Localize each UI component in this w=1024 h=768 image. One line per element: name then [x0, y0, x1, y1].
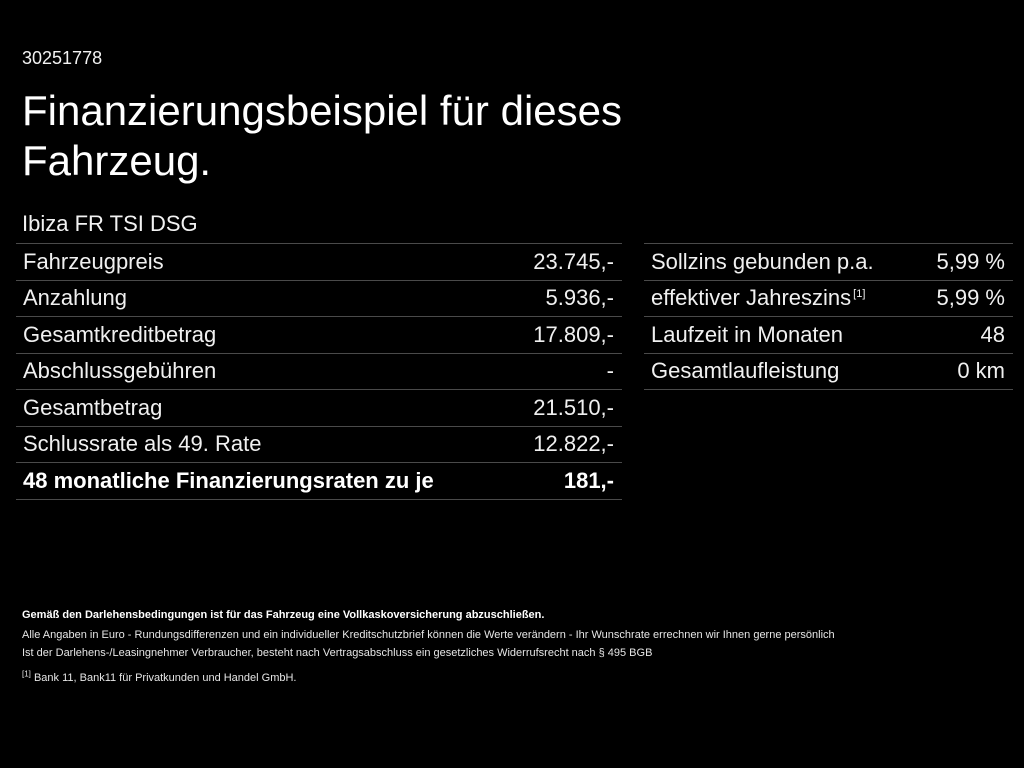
table-row-down-payment: Anzahlung 5.936,-	[16, 281, 622, 317]
row-label: Fahrzeugpreis	[23, 248, 164, 274]
row-value: 23.745,-	[533, 248, 614, 274]
row-label: Anzahlung	[23, 285, 127, 311]
table-row-total-amount: Gesamtbetrag 21.510,-	[16, 390, 622, 427]
vehicle-model: Ibiza FR TSI DSG	[22, 211, 198, 236]
row-value: -	[606, 358, 614, 384]
interest-table: Sollzins gebunden p.a. 5,99 % effektiver…	[644, 243, 1013, 390]
table-row-total-mileage: Gesamtlaufleistung 0 km	[644, 354, 1013, 390]
footnote-marker: [1]	[853, 287, 866, 300]
row-value: 17.809,-	[533, 321, 614, 347]
row-label: Gesamtkreditbetrag	[23, 321, 217, 347]
row-value: 48	[980, 321, 1005, 347]
table-row-credit-amount: Gesamtkreditbetrag 17.809,-	[16, 317, 622, 354]
row-label: Abschlussgebühren	[23, 358, 217, 384]
offer-id: 30251778	[22, 48, 103, 68]
row-value: 181,-	[563, 467, 614, 493]
row-value: 5,99 %	[936, 248, 1006, 274]
row-label: Gesamtbetrag	[23, 394, 163, 420]
withdrawal-right-line: Ist der Darlehens-/Leasingnehmer Verbrau…	[22, 647, 653, 659]
table-row-effective-rate: effektiver Jahreszins [1] 5,99 %	[644, 281, 1013, 317]
row-label-wrapper: effektiver Jahreszins [1]	[651, 285, 865, 311]
footnote: [1] Bank 11, Bank11 für Privatkunden und…	[22, 669, 1002, 687]
table-row-closing-fees: Abschlussgebühren -	[16, 354, 622, 390]
table-row-monthly-installment: 48 monatliche Finanzierungsraten zu je 1…	[16, 463, 622, 500]
row-value: 5,99 %	[936, 285, 1006, 311]
row-value: 12.822,-	[533, 431, 614, 457]
row-value: 0 km	[957, 358, 1005, 384]
footnote-text: Bank 11, Bank11 für Privatkunden und Han…	[33, 672, 297, 684]
table-row-vehicle-price: Fahrzeugpreis 23.745,-	[16, 244, 622, 281]
disclaimer-line: Alle Angaben in Euro - Rundungsdifferenz…	[22, 629, 835, 641]
footnote-marker: [1]	[22, 669, 31, 679]
table-row-final-installment: Schlussrate als 49. Rate 12.822,-	[16, 427, 622, 463]
row-value: 5.936,-	[545, 285, 615, 311]
page-title: Finanzierungsbeispiel für dieses Fahrzeu…	[22, 87, 622, 184]
row-label: Gesamtlaufleistung	[651, 358, 840, 384]
row-value: 21.510,-	[533, 394, 614, 420]
table-row-nominal-rate: Sollzins gebunden p.a. 5,99 %	[644, 244, 1013, 281]
row-label: Sollzins gebunden p.a.	[651, 248, 874, 274]
row-label: effektiver Jahreszins	[651, 285, 852, 311]
financing-table: Fahrzeugpreis 23.745,- Anzahlung 5.936,-…	[16, 243, 622, 500]
row-label: Laufzeit in Monaten	[651, 321, 844, 347]
insurance-note: Gemäß den Darlehensbedingungen ist für d…	[22, 609, 545, 621]
table-row-term-months: Laufzeit in Monaten 48	[644, 317, 1013, 354]
row-label: 48 monatliche Finanzierungsraten zu je	[23, 467, 434, 493]
legal-footer: Gemäß den Darlehensbedingungen ist für d…	[22, 606, 1002, 687]
row-label: Schlussrate als 49. Rate	[23, 431, 262, 457]
